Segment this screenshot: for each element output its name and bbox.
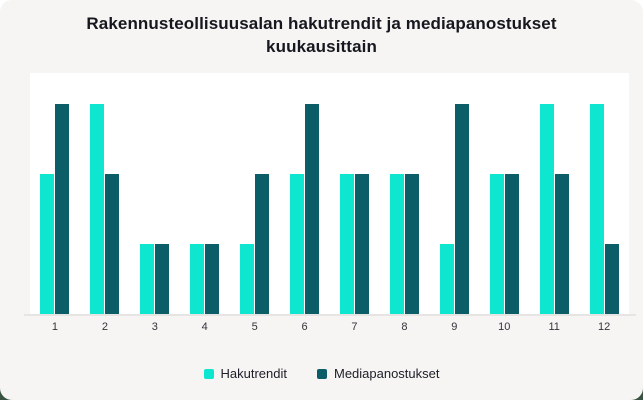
bar-group <box>529 104 579 314</box>
legend-item-hakutrendit[interactable]: Hakutrendit <box>203 366 287 381</box>
chart-title: Rakennusteollisuusalan hakutrendit ja me… <box>86 14 557 56</box>
bar-mediapanostukset <box>255 174 270 314</box>
bar-hakutrendit <box>240 244 255 314</box>
bar-group <box>330 174 380 314</box>
bar-hakutrendit <box>290 174 305 314</box>
x-axis-tick-label: 6 <box>301 321 308 333</box>
x-axis-tick-label: 1 <box>51 321 59 333</box>
x-axis-tick-label: 3 <box>151 321 158 333</box>
bar-group <box>130 244 180 314</box>
bar-hakutrendit <box>489 174 504 314</box>
legend-swatch-icon <box>203 368 214 379</box>
plot-area <box>30 73 629 314</box>
bar-hakutrendit <box>539 104 554 314</box>
bar-mediapanostukset <box>55 104 70 314</box>
legend-item-label: Hakutrendit <box>220 366 287 381</box>
bar-mediapanostukset <box>504 174 519 314</box>
bar-hakutrendit <box>339 174 354 314</box>
bar-mediapanostukset <box>454 104 469 314</box>
bar-mediapanostukset <box>554 174 569 314</box>
bar-hakutrendit <box>140 244 155 314</box>
x-axis-tick-label: 5 <box>251 321 258 333</box>
bar-hakutrendit <box>90 104 105 314</box>
legend-item-mediapanostukset[interactable]: Mediapanostukset <box>316 366 440 381</box>
bar-group <box>379 174 429 314</box>
x-axis-tick-label: 8 <box>401 321 408 333</box>
bar-group <box>479 174 529 314</box>
bar-group <box>579 104 629 314</box>
bar-group <box>230 174 280 314</box>
bar-hakutrendit <box>589 104 604 314</box>
x-axis-line <box>24 314 636 316</box>
bar-mediapanostukset <box>155 244 170 314</box>
legend-item-label: Mediapanostukset <box>333 366 440 381</box>
bar-hakutrendit <box>389 174 404 314</box>
bar-mediapanostukset <box>105 174 120 314</box>
bar-group <box>180 244 230 314</box>
bar-group <box>280 104 330 314</box>
bar-mediapanostukset <box>604 244 619 314</box>
x-axis-tick-label: 9 <box>451 321 458 333</box>
bar-hakutrendit <box>190 244 205 314</box>
legend: Hakutrendit Mediapanostukset <box>0 366 643 381</box>
x-axis-tick-label: 7 <box>351 321 358 333</box>
x-axis-tick-label: 4 <box>201 321 208 333</box>
legend-swatch-icon <box>316 368 327 379</box>
bar-hakutrendit <box>439 244 454 314</box>
plot-wrap <box>30 73 629 314</box>
bar-group <box>429 104 479 314</box>
x-axis-tick-label: 12 <box>597 321 611 333</box>
x-axis-tick-label: 11 <box>548 321 560 333</box>
x-axis-tick-label: 2 <box>101 321 108 333</box>
bar-group <box>80 104 130 314</box>
bar-mediapanostukset <box>354 174 369 314</box>
bar-mediapanostukset <box>305 104 320 314</box>
bar-mediapanostukset <box>404 174 419 314</box>
bar-hakutrendit <box>40 174 55 314</box>
x-axis-tick-label: 10 <box>498 321 511 333</box>
bar-mediapanostukset <box>205 244 220 314</box>
x-axis: 1 2 3 4 5 6 7 8 9 10 11 12 <box>30 321 629 333</box>
bar-group <box>30 104 80 314</box>
